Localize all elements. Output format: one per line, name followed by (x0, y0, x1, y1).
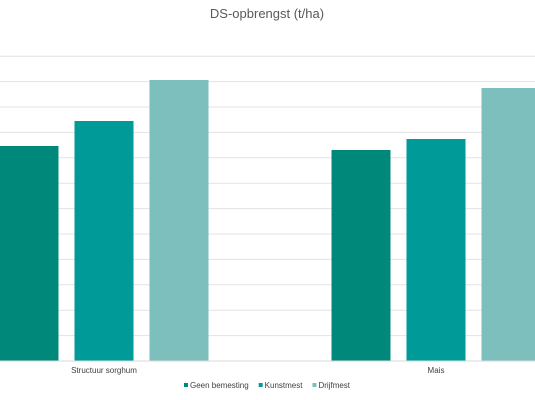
legend-label: Geen bemesting (190, 381, 249, 390)
chart-title: DS-opbrengst (t/ha) (210, 6, 324, 21)
legend-swatch (183, 383, 188, 387)
legend-label: Kunstmest (265, 381, 304, 390)
bars (0, 80, 535, 361)
x-tick-labels: Structuur sorghum Mais (71, 366, 444, 375)
legend-label: Drijfmest (318, 381, 350, 390)
legend-swatch (312, 383, 317, 387)
bar-structuur-sorghum-kunstmest (74, 121, 134, 361)
bar-mais-drijfmest (481, 88, 535, 361)
bar-structuur-sorghum-drijfmest (149, 80, 209, 361)
legend: Geen bemesting Kunstmest Drijfmest (183, 381, 351, 390)
legend-item: Kunstmest (258, 381, 304, 390)
x-tick-label: Mais (428, 366, 445, 375)
bar-structuur-sorghum-geen-bemesting (0, 146, 59, 361)
legend-item: Geen bemesting (183, 381, 249, 390)
legend-swatch (258, 383, 263, 387)
bar-mais-kunstmest (406, 139, 466, 361)
legend-item: Drijfmest (312, 381, 351, 390)
bar-mais-geen-bemesting (331, 150, 391, 361)
x-tick-label: Structuur sorghum (71, 366, 137, 375)
